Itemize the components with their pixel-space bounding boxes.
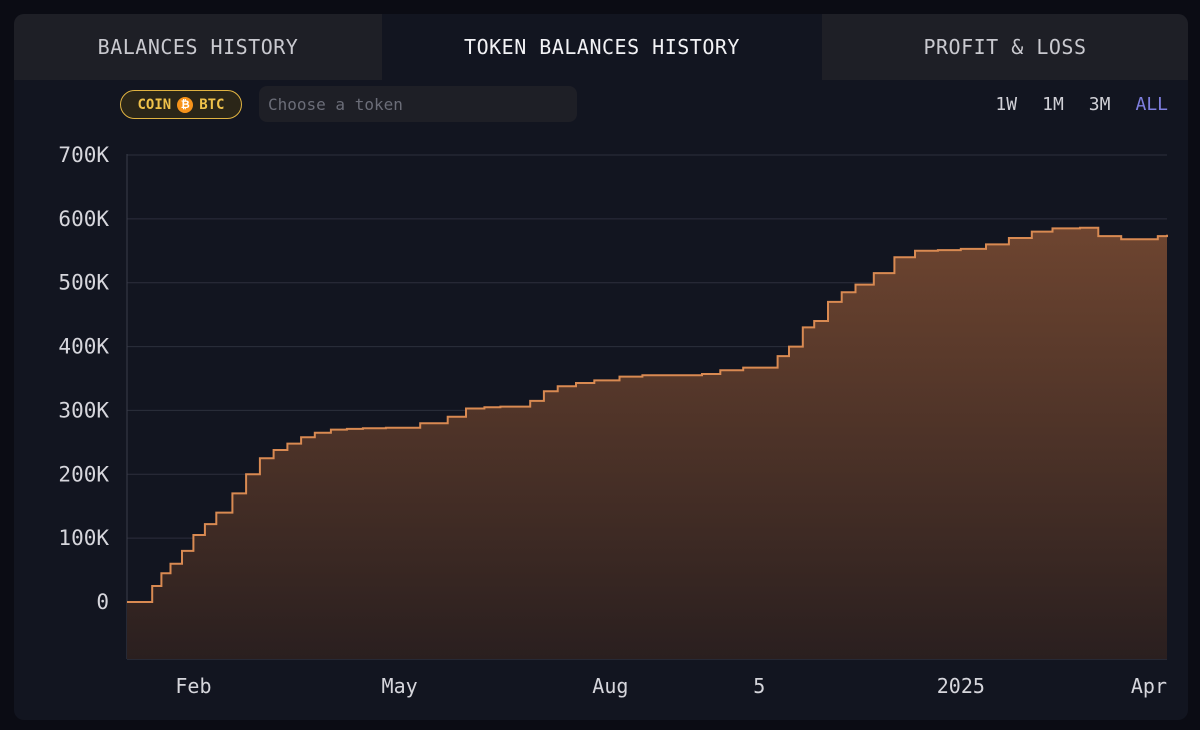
range-3m[interactable]: 3M [1088, 94, 1111, 115]
token-search-input[interactable] [259, 86, 577, 122]
x-tick-label: Aug [592, 674, 628, 698]
y-tick-label: 500K [58, 271, 109, 295]
range-1w[interactable]: 1W [995, 94, 1018, 115]
x-tick-label: 2025 [937, 674, 985, 698]
range-1m[interactable]: 1M [1042, 94, 1064, 115]
bitcoin-icon: ₿ [177, 96, 194, 113]
chart-panel: BALANCES HISTORY TOKEN BALANCES HISTORY … [14, 14, 1188, 720]
x-tick-label: 5 [753, 674, 765, 698]
area-chart: 0 100K 200K 300K 400K 500K 600K 700K Feb May Aug 5… [58, 143, 1168, 698]
series-area [127, 227, 1167, 660]
coin-filter-chip[interactable]: COIN ₿ BTC [120, 90, 242, 119]
y-tick-label: 300K [58, 398, 109, 422]
tab-token-balances-history[interactable]: TOKEN BALANCES HISTORY [382, 14, 822, 80]
x-tick-label: Feb [175, 674, 211, 698]
range-selector: 1W 1M 3M ALL [970, 94, 1168, 115]
tab-profit-loss[interactable]: PROFIT & LOSS [822, 14, 1188, 80]
x-tick-label: Apr [1131, 674, 1167, 698]
y-tick-label: 200K [58, 462, 109, 486]
y-tick-label: 700K [58, 143, 109, 167]
tab-bar: BALANCES HISTORY TOKEN BALANCES HISTORY … [14, 14, 1188, 80]
tab-balances-history[interactable]: BALANCES HISTORY [14, 14, 382, 80]
y-tick-label: 0 [96, 590, 109, 614]
coin-symbol: BTC [199, 96, 225, 113]
y-tick-label: 400K [58, 335, 109, 359]
x-tick-label: May [382, 674, 418, 698]
series-line [127, 226, 1168, 603]
range-all[interactable]: ALL [1135, 94, 1168, 115]
coin-label: COIN [137, 96, 172, 113]
y-tick-label: 100K [58, 526, 109, 550]
y-tick-label: 600K [58, 207, 109, 231]
